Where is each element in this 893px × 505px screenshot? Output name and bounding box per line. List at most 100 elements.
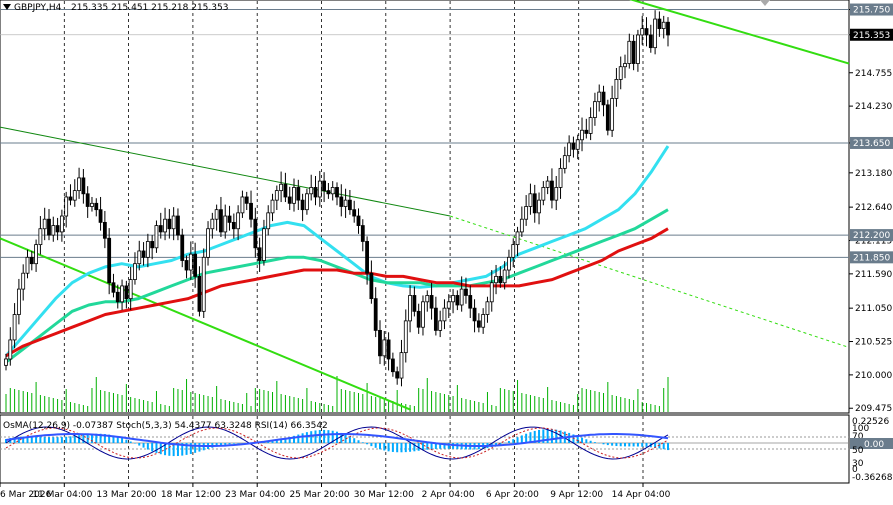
candle-body: [257, 247, 262, 261]
candle-body: [481, 314, 486, 328]
candle-body: [42, 218, 47, 230]
candle-body: [550, 180, 554, 201]
candle-body: [369, 272, 374, 300]
time-tick-label: 13 Mar 20:00: [97, 490, 157, 500]
candle-body: [322, 180, 327, 192]
candle-body: [498, 275, 503, 284]
candle-body: [408, 295, 412, 322]
candle-body: [429, 295, 434, 309]
price-tick-label: 209.475: [855, 404, 892, 414]
candle-body: [107, 237, 112, 284]
candle-body: [588, 117, 593, 134]
candle-body: [210, 218, 215, 230]
candle-body: [399, 352, 404, 379]
price-tick-label: 211.050: [855, 304, 892, 314]
candle-body: [287, 196, 292, 204]
candle-body: [464, 288, 468, 296]
candle-body: [627, 40, 632, 64]
rsi-line: [5, 433, 669, 447]
candle-body: [421, 301, 425, 328]
level-30-label: 30: [852, 459, 864, 469]
time-tick-label: 6 Apr 20:00: [486, 490, 539, 500]
time-tick-label: 6 Mar 2026: [0, 490, 52, 500]
candle-body: [416, 310, 421, 328]
candle-body: [485, 301, 490, 315]
candle-body: [253, 218, 258, 249]
osma-bottom-label: -0.36268: [852, 473, 893, 483]
candle-body: [64, 196, 69, 217]
candle-body: [584, 129, 589, 134]
candle-body: [292, 187, 296, 204]
symbol-dropdown-icon[interactable]: [3, 4, 11, 10]
candle-body: [25, 256, 30, 274]
level-100-label: 100: [852, 424, 869, 434]
candle-body: [438, 320, 443, 331]
candle-body: [390, 358, 395, 373]
candle-body: [309, 187, 314, 195]
candle-body: [270, 199, 275, 214]
chart-shift-icon[interactable]: [760, 0, 770, 6]
trendline-right: [629, 0, 850, 65]
candle-body: [330, 187, 335, 195]
candle-body: [532, 193, 537, 214]
candle-body: [98, 209, 103, 223]
candle-body: [206, 228, 210, 258]
candle-body: [249, 202, 253, 220]
price-level-tag-label: 212.200: [853, 231, 890, 241]
trendline-lower: [0, 237, 412, 411]
candle-body: [541, 187, 546, 201]
price-tick-label: 213.180: [855, 169, 892, 179]
price-level-tag-label: 213.650: [853, 139, 890, 149]
candle-body: [459, 288, 464, 306]
trendline-projection: [449, 215, 850, 348]
price-pane[interactable]: [0, 0, 850, 414]
candle-body: [601, 91, 606, 106]
candle-body: [567, 142, 572, 157]
candle-body: [29, 256, 34, 265]
candle-body: [386, 339, 391, 360]
candle-body: [223, 215, 228, 233]
candle-body: [227, 215, 232, 223]
candle-body: [236, 212, 241, 230]
candle-body: [197, 275, 202, 312]
candle-body: [47, 218, 51, 236]
candle-body: [163, 218, 167, 233]
candle-body: [666, 21, 670, 36]
candle-body: [412, 295, 417, 312]
candle-body: [661, 21, 666, 29]
osma-top-label: 0.22526: [852, 417, 889, 427]
candle-body: [266, 212, 271, 230]
candle-body: [502, 269, 507, 284]
price-tick-label: 214.755: [855, 69, 892, 79]
candle-body: [193, 253, 198, 277]
candle-body: [262, 228, 266, 261]
price-level-tag: [850, 28, 893, 41]
candle-body: [610, 98, 615, 131]
candle-body: [4, 358, 8, 366]
price-level-tag-label: 215.353: [853, 31, 890, 41]
candle-body: [631, 40, 636, 64]
candle-body: [339, 196, 344, 207]
candle-body: [618, 66, 623, 80]
price-tick-label: 212.115: [855, 236, 892, 246]
candle-body: [38, 228, 43, 246]
candle-body: [365, 241, 369, 274]
candle-body: [343, 199, 348, 207]
candle-body: [133, 263, 137, 280]
candle-body: [279, 183, 284, 192]
trendline-upper: [0, 126, 451, 217]
candle-body: [21, 272, 26, 290]
level-50-label: 50: [852, 446, 864, 456]
candle-body: [305, 193, 309, 211]
zero-tag-label: 0.00: [864, 440, 884, 450]
candle-body: [326, 190, 331, 195]
candle-body: [515, 231, 520, 246]
candle-body: [403, 320, 408, 354]
candle-body: [352, 209, 357, 217]
candle-body: [77, 177, 81, 192]
symbol-timeframe: GBPJPY,H4: [14, 3, 62, 13]
candle-body: [648, 34, 653, 49]
